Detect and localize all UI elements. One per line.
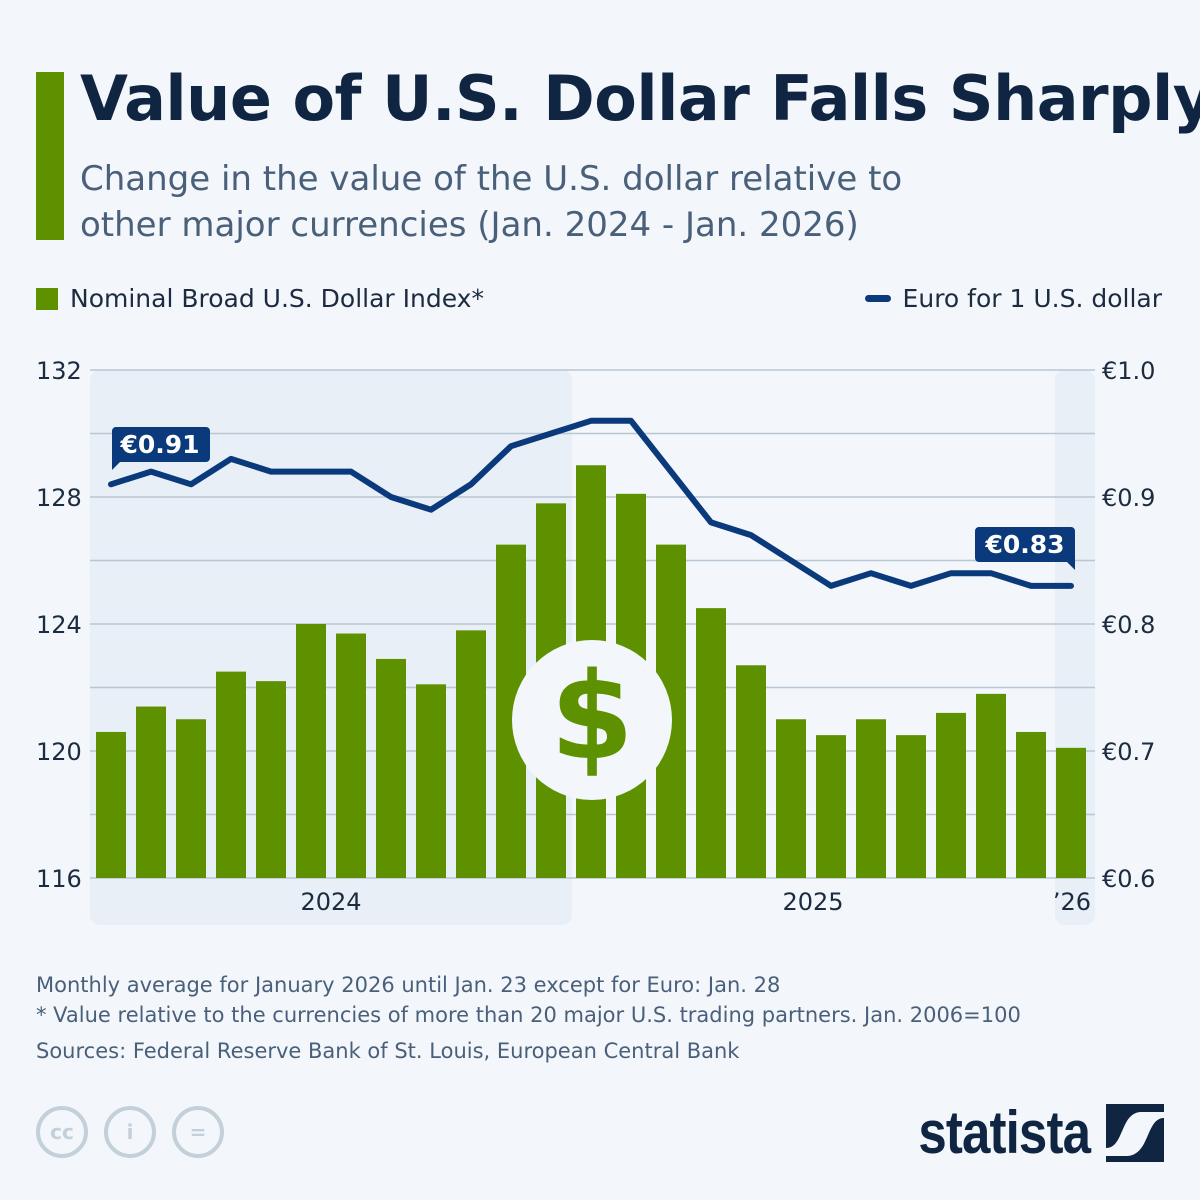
bar-aug-2025 <box>856 719 886 878</box>
note-monthly: Monthly average for January 2026 until J… <box>36 973 781 997</box>
left-tick-label: 128 <box>36 484 82 512</box>
chart-subtitle: Change in the value of the U.S. dollar r… <box>80 159 903 245</box>
right-tick-label: €0.8 <box>1102 611 1155 639</box>
callout-last <box>975 527 1075 570</box>
bar-sep-2024 <box>416 684 446 878</box>
year-band-2024 <box>90 370 572 925</box>
bar-jul-2024 <box>336 633 366 878</box>
callout-first-label: €0.91 <box>119 430 199 459</box>
notes: Monthly average for January 2026 until J… <box>36 970 1021 1066</box>
x-tick-label: 2024 <box>300 888 361 916</box>
bar-feb-2024 <box>136 706 166 878</box>
note-index: * Value relative to the currencies of mo… <box>36 1003 1021 1027</box>
left-tick-label: 124 <box>36 611 82 639</box>
right-tick-label: €0.9 <box>1102 484 1155 512</box>
bar-apr-2025 <box>696 608 726 878</box>
bar-jan-2024 <box>96 731 126 878</box>
x-tick-label: ’26 <box>1053 888 1091 916</box>
x-tick-label: 2025 <box>782 888 843 916</box>
callout-last-label: €0.83 <box>984 530 1064 559</box>
legend-bar: Nominal Broad U.S. Dollar Index* <box>36 284 484 313</box>
legend-line: Euro for 1 U.S. dollar <box>864 284 1162 313</box>
bar-sep-2025 <box>896 735 926 878</box>
left-tick-label: 120 <box>36 738 82 766</box>
left-tick-label: 116 <box>36 865 82 893</box>
bar-may-2024 <box>256 681 286 878</box>
accent-bar <box>36 72 64 240</box>
legend-label-euro: Euro for 1 U.S. dollar <box>902 284 1162 313</box>
statista-logo-icon <box>1106 1103 1164 1162</box>
bar-apr-2024 <box>216 671 246 878</box>
bar-mar-2024 <box>176 719 206 878</box>
right-tick-label: €0.7 <box>1102 738 1155 766</box>
bar-jun-2025 <box>776 719 806 878</box>
bar-jul-2025 <box>816 735 846 878</box>
bar-nov-2025 <box>976 693 1006 878</box>
cc-icon[interactable]: cc <box>36 1106 88 1158</box>
chart-title: Value of U.S. Dollar Falls Sharply <box>80 62 1200 135</box>
bar-may-2025 <box>736 665 766 878</box>
dollar-icon: $ <box>550 648 634 787</box>
bar-dec-2025 <box>1016 731 1046 878</box>
callout-first <box>112 427 210 470</box>
license-icons: cc i = <box>36 1106 224 1158</box>
left-tick-label: 132 <box>36 357 82 385</box>
bar-jan-2026 <box>1056 747 1086 878</box>
dollar-circle <box>512 640 672 800</box>
attribution-icon[interactable]: i <box>104 1106 156 1158</box>
legend-swatch-line <box>864 295 891 302</box>
note-sources: Sources: Federal Reserve Bank of St. Lou… <box>36 1039 740 1063</box>
no-derivatives-icon[interactable]: = <box>172 1106 224 1158</box>
statista-logo[interactable]: statista <box>888 1098 1164 1167</box>
bar-jun-2024 <box>296 624 326 878</box>
right-tick-label: €1.0 <box>1102 357 1155 385</box>
legend-label-index: Nominal Broad U.S. Dollar Index* <box>70 284 484 313</box>
right-tick-label: €0.6 <box>1102 865 1155 893</box>
bar-oct-2025 <box>936 712 966 878</box>
logo-text: statista <box>918 1099 1091 1166</box>
bar-oct-2024 <box>456 630 486 878</box>
chart-area: 116 120 124 128 132 €0.6 €0.7 €0.8 €0.9 €1.0 2024 2… <box>36 357 1155 925</box>
legend-swatch-bar <box>36 287 58 310</box>
bar-aug-2024 <box>376 658 406 878</box>
